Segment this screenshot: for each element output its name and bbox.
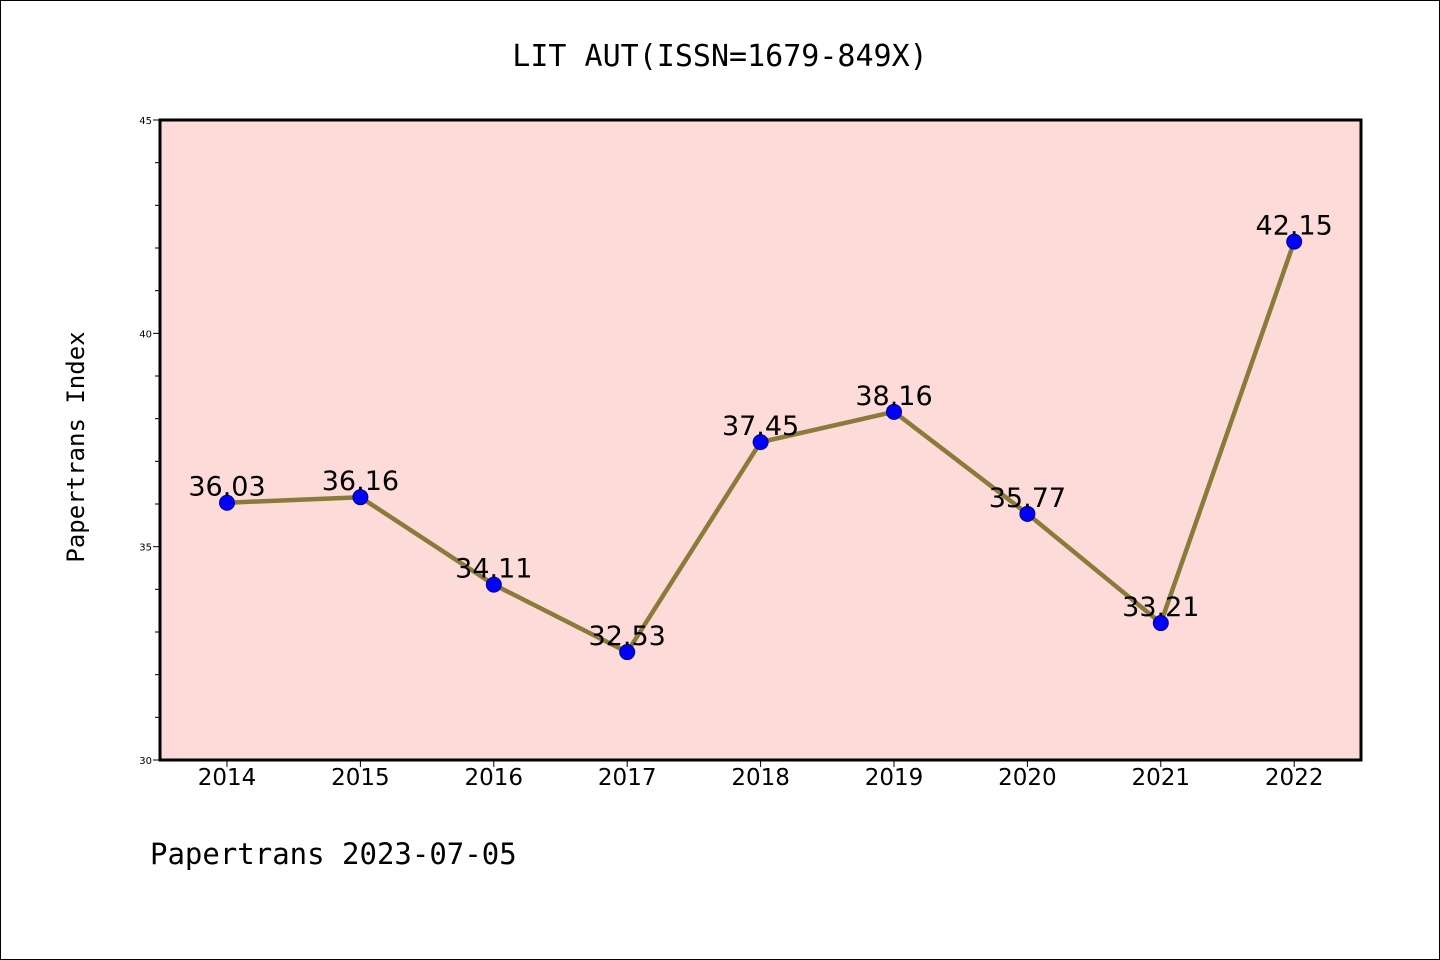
data-label: 33.21 bbox=[1122, 592, 1199, 623]
marker-layer bbox=[219, 233, 1303, 661]
y-tick-label: 35 bbox=[139, 543, 152, 554]
y-tick-label: 30 bbox=[139, 756, 152, 767]
data-label: 32.53 bbox=[589, 621, 666, 652]
chart-title: LIT AUT(ISSN=1679-849X) bbox=[512, 39, 927, 74]
data-label: 34.11 bbox=[455, 554, 532, 585]
y-axis-label: Papertrans Index bbox=[62, 331, 90, 562]
plot-border bbox=[158, 118, 1363, 762]
x-tick-label: 2017 bbox=[598, 765, 657, 791]
x-tick-label: 2019 bbox=[865, 765, 924, 791]
x-axis-ticks: 2014 2015 2016 2017 2018 2019 2020 2021 2022 bbox=[198, 760, 1324, 791]
x-tick-label: 2018 bbox=[731, 765, 790, 791]
y-tick-label: 45 bbox=[139, 116, 152, 127]
x-tick-label: 2021 bbox=[1132, 765, 1191, 791]
data-point bbox=[1286, 233, 1303, 250]
x-tick-label: 2020 bbox=[998, 765, 1057, 791]
data-point bbox=[1152, 615, 1169, 632]
data-point bbox=[619, 644, 636, 661]
data-label-layer: 36.03 36.16 34.11 32.53 37.45 38.16 35.77 33.21… bbox=[188, 211, 1332, 652]
data-label: 37.45 bbox=[722, 411, 799, 442]
x-tick-label: 2022 bbox=[1265, 765, 1324, 791]
x-tick-label: 2015 bbox=[331, 765, 390, 791]
x-tick-label: 2016 bbox=[465, 765, 524, 791]
data-point bbox=[485, 576, 502, 593]
x-tick-label: 2014 bbox=[198, 765, 257, 791]
data-point bbox=[219, 494, 235, 511]
data-point bbox=[752, 434, 769, 451]
data-point bbox=[886, 403, 902, 420]
y-axis-ticks: 30 35 40 45 bbox=[139, 116, 160, 767]
data-label: 42.15 bbox=[1256, 211, 1333, 242]
data-label: 35.77 bbox=[989, 483, 1066, 514]
data-label: 36.03 bbox=[188, 472, 265, 503]
data-point bbox=[1019, 505, 1036, 522]
y-tick-label: 40 bbox=[139, 329, 152, 340]
data-label: 36.16 bbox=[322, 466, 399, 497]
footer-credit: Papertrans 2023-07-05 bbox=[150, 837, 517, 871]
data-label: 38.16 bbox=[855, 381, 932, 412]
data-point bbox=[352, 489, 369, 506]
